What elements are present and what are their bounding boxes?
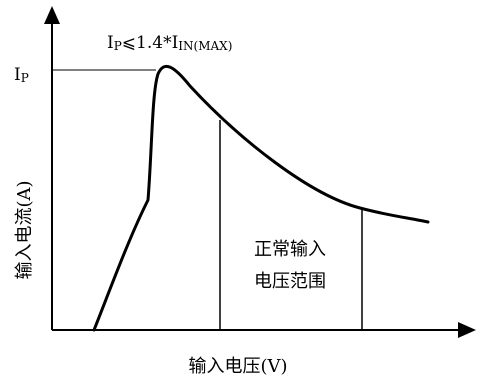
range-label-line2: 电压范围 — [254, 271, 326, 292]
y-axis-label: 输入电流(A) — [14, 180, 35, 279]
range-label-line1: 正常输入 — [254, 239, 326, 260]
peak-current-label: IP — [14, 65, 29, 85]
x-axis-arrow — [458, 322, 476, 338]
peak-current-formula: IP⩽1.4*IIN(MAX) — [107, 33, 232, 53]
y-axis-arrow — [44, 6, 60, 24]
x-axis-label: 输入电压(V) — [188, 356, 287, 377]
input-current-curve — [92, 64, 430, 332]
